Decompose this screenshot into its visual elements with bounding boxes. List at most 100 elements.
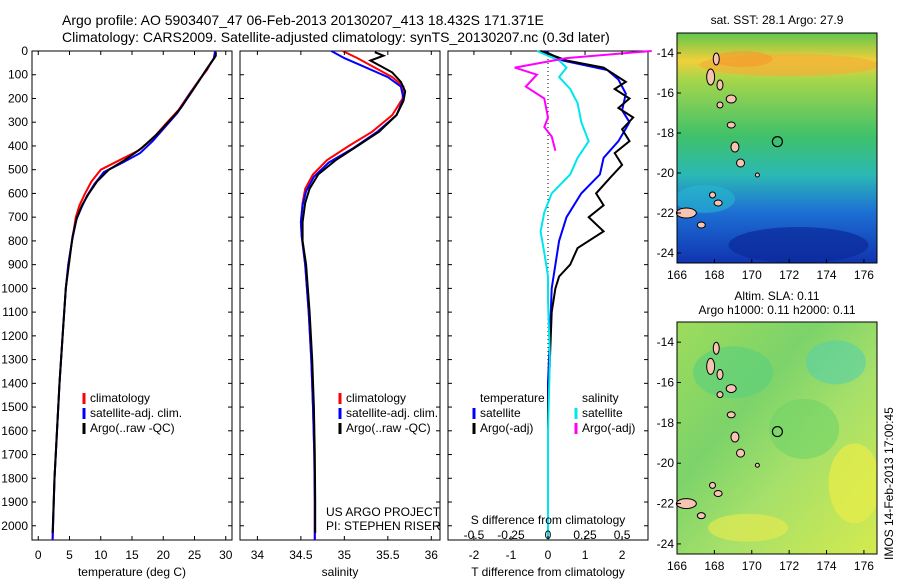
y-tick-label: 1300 [1,353,28,367]
legend-label: satellite-adj. clim. [346,406,438,420]
chart-salinity: 34 34.5 35 35.5 36 salinity climatologysatelli… [239,50,441,579]
legend-label: satellite [480,406,521,420]
legend-label: Argo(..raw -QC) [346,421,431,435]
island [716,368,724,380]
island [675,207,697,219]
island [730,141,740,153]
map-x-tick-label: 168 [704,559,724,573]
island [709,481,717,489]
x-axis-label-s: S difference from climatology [471,513,626,527]
x-tick-label-s: -0.5 [464,528,485,542]
series-s-argo-adj- [514,50,652,151]
map-y-tick-label: -16 [657,376,675,390]
y-tick-label: 1900 [1,495,28,509]
x-tick-label: 34 [251,548,265,562]
x-tick-label: -1 [506,548,517,562]
x-tick-label: 10 [94,548,108,562]
map-y-tick-label: -18 [657,126,675,140]
legend-label: Argo(-adj) [582,421,635,435]
y-tick-label: 0 [21,44,28,58]
y-tick-label: 700 [8,210,28,224]
chart-temperature: 0100200300400500600700800900100011001200… [1,44,232,579]
y-tick-label: 600 [8,186,28,200]
x-axis-label: temperature (deg C) [78,565,186,579]
legend-header-salinity: salinity [582,391,619,405]
island [706,357,716,375]
plot-frame [31,50,233,541]
credit-line-1: US ARGO PROJECT [326,505,441,519]
x-tick-label: 0 [545,548,552,562]
series-t-argo-adj- [540,50,635,533]
legend-label: climatology [346,391,406,405]
y-tick-label: 1200 [1,329,28,343]
cool-patch [728,227,869,263]
x-tick-label: 15 [125,548,139,562]
argo-position-marker [771,425,783,438]
series-argo-raw-qc- [51,52,217,533]
chart-differences: -2 -1 0 1 2 -0.5 -0.25 0 0.25 0.5S difference fro… [447,50,652,579]
sla-patch [828,443,877,524]
island [696,221,706,229]
sla-patch [769,398,840,459]
map-y-tick-label: -14 [657,335,675,349]
sla-patch [805,340,866,385]
y-tick-label: 2000 [1,519,28,533]
map-sla: 166 168 170 172 174 176 -14 -16 -18 -20 -22 -24 Alti… [657,289,878,573]
island [696,512,706,520]
map-x-tick-label: 168 [704,268,724,282]
island [726,121,736,129]
x-tick-label: 36 [425,548,439,562]
x-tick-label: 34.5 [289,548,313,562]
y-tick-label: 1400 [1,376,28,390]
island [712,341,720,355]
x-axis-label-t: T difference from climatology [471,565,625,579]
x-tick-label-s: 0.25 [573,528,597,542]
y-tick-label: 400 [8,139,28,153]
x-tick-label: 35.5 [376,548,400,562]
series-t-satellite [543,50,631,540]
y-tick-label: 1800 [1,471,28,485]
y-tick-label: 1000 [1,281,28,295]
map-x-tick-label: 170 [742,559,762,573]
map-frame [676,321,878,555]
legend-label: satellite-adj. clim. [90,406,182,420]
island [754,462,760,468]
x-tick-label: -2 [469,548,480,562]
map-x-tick-label: 166 [667,559,687,573]
y-tick-label: 1700 [1,448,28,462]
y-tick-label: 900 [8,258,28,272]
map-frame [676,32,878,264]
map-y-tick-label: -22 [657,497,675,511]
x-tick-label: 20 [157,548,171,562]
map-x-tick-label: 166 [667,268,687,282]
x-tick-label-s: 0.5 [614,528,631,542]
x-tick-label: 0 [35,548,42,562]
x-tick-label: 30 [219,548,233,562]
map-title: Argo h1000: 0.11 h2000: 0.11 [698,303,855,317]
legend-label: Argo(-adj) [480,421,533,435]
legend-label: satellite [582,406,623,420]
island [713,199,723,207]
island [716,101,724,109]
plot-frame [239,50,441,541]
footer-timestamp: IMOS 14-Feb-2013 17:00:45 [882,407,896,560]
map-y-tick-label: -20 [657,456,675,470]
x-tick-label: 5 [66,548,73,562]
island [725,384,737,394]
y-tick-label: 1100 [2,305,28,319]
map-x-tick-label: 172 [779,268,799,282]
legend-header-temperature: temperature [480,391,545,405]
y-tick-label: 300 [8,115,28,129]
series-s-satellite [536,50,590,540]
map-x-tick-label: 174 [817,559,837,573]
map-x-tick-label: 176 [854,268,874,282]
island [713,489,723,497]
x-tick-label: 1 [582,548,589,562]
sla-patch [708,513,789,542]
island [709,191,717,199]
warm-patch [712,51,773,67]
x-axis-label: salinity [322,565,359,579]
island [736,158,746,168]
series-argo-raw-qc- [301,51,407,533]
